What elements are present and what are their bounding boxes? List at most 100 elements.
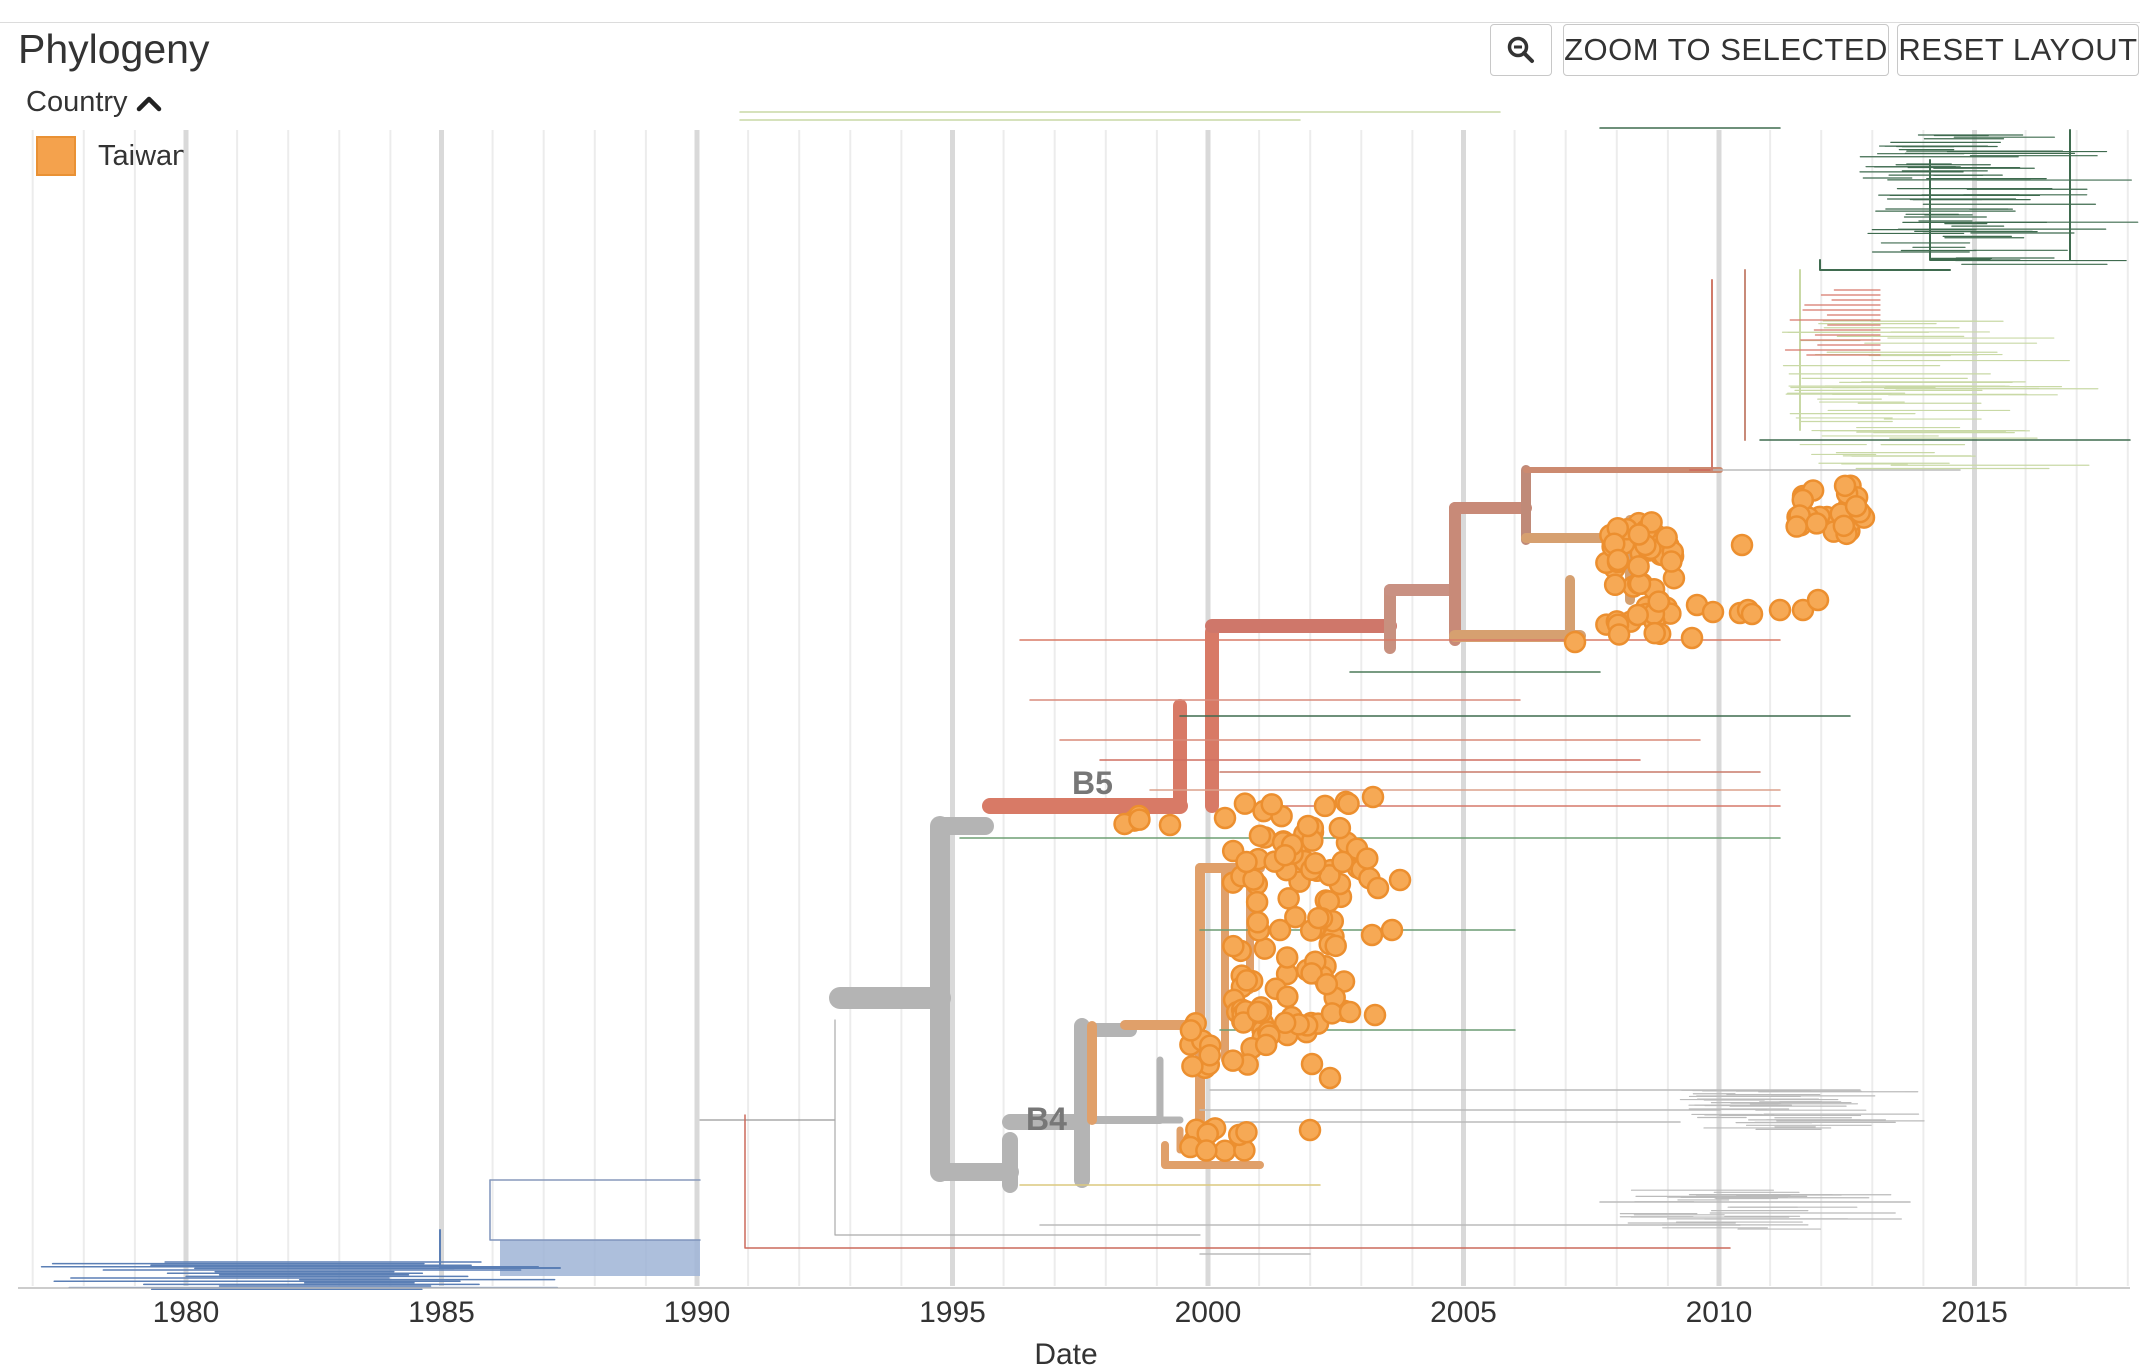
root-branch xyxy=(834,1019,1201,1236)
taiwan-tip xyxy=(1300,1052,1324,1076)
legend-toggle[interactable]: Country xyxy=(26,86,162,119)
tree-tips[interactable] xyxy=(1113,474,1876,1163)
taiwan-tip xyxy=(1246,1000,1270,1024)
zoom-out-button[interactable] xyxy=(1490,24,1552,76)
taiwan-tip xyxy=(1626,603,1649,627)
taiwan-tip xyxy=(1254,1033,1278,1057)
zoom-to-selected-button[interactable]: ZOOM TO SELECTED xyxy=(1563,24,1889,76)
taiwan-tip xyxy=(1356,847,1379,870)
taiwan-tip xyxy=(1195,1139,1218,1162)
zoom-out-icon xyxy=(1507,36,1534,63)
taiwan-tip xyxy=(1298,1118,1322,1142)
taiwan-tip xyxy=(1627,523,1651,546)
taiwan-tip xyxy=(1627,555,1650,578)
taiwan-tip xyxy=(1235,969,1259,992)
axis-tick-label: 2010 xyxy=(1686,1296,1753,1329)
date-axis: 1980 1985 1990 1995 2000 2005 2010 2015 xyxy=(18,1287,2130,1329)
upper-branch xyxy=(1929,159,1991,261)
taiwan-tip xyxy=(1360,923,1384,947)
taiwan-tip xyxy=(1363,1003,1387,1027)
legend-item-taiwan[interactable]: Taiwan xyxy=(36,136,188,176)
root-branch xyxy=(744,1114,1731,1249)
taiwan-tip xyxy=(1833,474,1857,498)
taiwan-tip xyxy=(1313,794,1337,818)
panel-title: Phylogeny xyxy=(18,26,210,72)
legend-label-taiwan: Taiwan xyxy=(98,139,189,172)
taiwan-tip xyxy=(1296,814,1320,838)
taiwan-tip xyxy=(1276,985,1299,1009)
taiwan-tip xyxy=(1832,514,1856,538)
tree-branches[interactable] xyxy=(40,111,2139,1290)
taiwan-tip xyxy=(1660,550,1683,573)
taiwan-tip xyxy=(1643,621,1666,645)
clade-label-b5[interactable]: B5 xyxy=(1072,765,1113,801)
taiwan-tip xyxy=(1563,630,1587,654)
taiwan-tip xyxy=(1655,526,1678,549)
taiwan-tip xyxy=(1366,876,1390,900)
taiwan-tip xyxy=(1844,494,1868,518)
taiwan-tip xyxy=(1607,623,1631,646)
taiwan-tip xyxy=(1248,824,1272,847)
taiwan-tip xyxy=(1300,962,1323,985)
taiwan-tip xyxy=(1740,602,1764,626)
taiwan-tip xyxy=(1277,887,1300,910)
root-date-interval xyxy=(500,1240,700,1276)
taiwan-tip xyxy=(1221,1049,1245,1072)
taiwan-tip xyxy=(1260,793,1284,816)
taiwan-tip xyxy=(1235,850,1258,874)
taiwan-tip xyxy=(1388,868,1412,892)
legend-toggle-label: Country xyxy=(26,86,128,118)
backbone-branch xyxy=(1156,1056,1184,1124)
taiwan-tip xyxy=(1324,934,1347,958)
axis-tick-label: 2005 xyxy=(1430,1296,1497,1329)
taiwan-tip xyxy=(1331,850,1354,874)
time-grid xyxy=(31,130,2129,1286)
taiwan-tip xyxy=(1730,533,1754,557)
taiwan-tip xyxy=(1318,1066,1342,1090)
upper-branch xyxy=(1819,259,1951,271)
axis-title: Date xyxy=(1034,1338,1097,1371)
taiwan-tip xyxy=(1245,890,1269,914)
axis-tick-label: 1995 xyxy=(919,1296,986,1329)
taiwan-tip xyxy=(1246,911,1269,934)
taiwan-tip xyxy=(1785,515,1808,538)
taiwan-tip xyxy=(1701,600,1725,624)
taiwan-tip xyxy=(1222,934,1245,958)
taiwan-tip xyxy=(1315,972,1339,996)
chevron-up-icon xyxy=(136,96,161,111)
axis-tick-label: 1990 xyxy=(664,1296,731,1329)
taiwan-tip xyxy=(1680,626,1704,650)
taiwan-tip xyxy=(1380,918,1404,942)
taiwan-tip xyxy=(1179,1019,1203,1042)
taiwan-tip xyxy=(1181,1054,1204,1078)
taiwan-tip xyxy=(1235,1120,1258,1144)
axis-tick-label: 1980 xyxy=(153,1296,220,1329)
taiwan-tip xyxy=(1198,1044,1222,1067)
axis-tick-label: 2015 xyxy=(1941,1296,2008,1329)
taiwan-tip xyxy=(1806,588,1830,612)
taiwan-tip xyxy=(1213,806,1237,830)
reset-layout-button[interactable]: RESET LAYOUT xyxy=(1897,24,2139,76)
axis-tick-label: 1985 xyxy=(408,1296,475,1329)
taiwan-tip xyxy=(1233,792,1257,815)
taiwan-tip xyxy=(1805,512,1828,535)
taiwan-tip xyxy=(1338,1000,1362,1024)
taiwan-tip xyxy=(1603,573,1627,597)
taiwan-tip xyxy=(1213,1139,1237,1163)
taiwan-tip xyxy=(1337,792,1360,815)
legend-swatch-taiwan xyxy=(36,136,76,176)
b4-branch xyxy=(1161,1141,1264,1169)
taiwan-tip xyxy=(1253,937,1277,960)
taiwan-tip xyxy=(1273,1011,1297,1035)
taiwan-tip xyxy=(1361,785,1385,809)
taiwan-tip xyxy=(1768,598,1792,622)
root-branch xyxy=(439,1229,561,1269)
taiwan-tip xyxy=(1304,852,1327,875)
taiwan-tip xyxy=(1307,906,1330,930)
taiwan-tip xyxy=(1273,843,1297,867)
taiwan-tip xyxy=(1606,548,1630,572)
taiwan-tip xyxy=(1128,808,1151,831)
clade-label-b4[interactable]: B4 xyxy=(1026,1101,1067,1137)
root-branch xyxy=(489,1179,701,1241)
